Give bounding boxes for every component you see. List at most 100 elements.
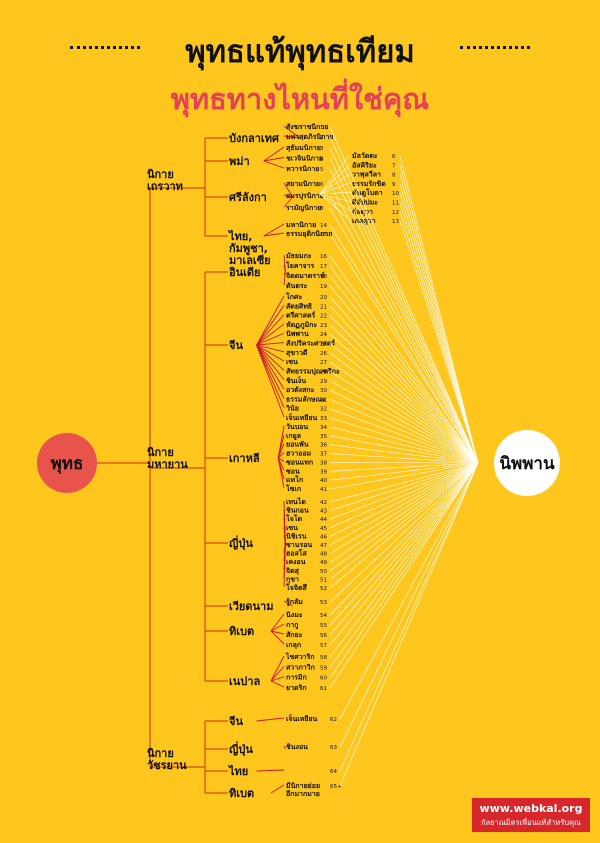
leaf-line — [283, 271, 286, 286]
sect-label: แทโก — [286, 475, 303, 484]
nirvana-link — [329, 462, 479, 563]
nirvana-link — [329, 334, 479, 464]
group-label: ไทย,กัมพูชา,มาเลเซีย — [227, 229, 271, 267]
nirvana-link — [329, 147, 479, 464]
sect-label: ธรรมลักษณะ — [286, 395, 326, 403]
leaf-line — [256, 323, 285, 346]
sect-label: สัทธรรมปุณฑริกะ — [286, 367, 340, 375]
sect-number: 46 — [320, 534, 327, 540]
group-label: ไทย — [227, 764, 248, 778]
sect-label: โกศะ — [285, 292, 302, 301]
sect-number: 52 — [320, 586, 327, 592]
sect-number: 27 — [320, 360, 327, 366]
sect-label: สัตยสิทธิ — [286, 302, 312, 310]
group-label: บังกลาเทศ — [229, 132, 280, 145]
nirvana-link — [329, 462, 479, 503]
leaf-line — [256, 769, 285, 772]
group-label: ทิเบต — [229, 787, 254, 800]
nirvana-link — [329, 408, 479, 464]
sri-lanka-sub-number: 11 — [392, 201, 399, 207]
leaf-line — [263, 223, 285, 237]
sect-label: สยามนิกาย — [286, 180, 320, 188]
sect-label: ตรีศาสตร์ — [286, 311, 315, 320]
nirvana-link — [399, 174, 479, 464]
title-dots-right — [460, 46, 530, 49]
leaf-line — [256, 314, 285, 346]
nirvana-link — [399, 165, 479, 464]
nirvana-link — [329, 462, 479, 626]
sect-number: 8 — [320, 206, 324, 212]
branch-label: นิกายมหายาน — [147, 446, 188, 471]
nirvana-link — [329, 275, 479, 464]
sub-link — [319, 193, 351, 212]
goal-circle — [494, 430, 560, 496]
nirvana-link — [329, 361, 479, 464]
group-label: ญี่ปุ่น — [229, 741, 253, 757]
nirvana-link — [329, 462, 479, 572]
sri-lanka-sub-number: 10 — [392, 191, 399, 197]
sect-number: 15 — [320, 232, 327, 238]
leaf-line — [283, 125, 301, 139]
website-badge[interactable]: www.webkal.org กัลยาณมิตรเพื่อนแท้สำหรับ… — [472, 798, 590, 832]
nirvana-link — [329, 195, 479, 464]
leaf-line — [277, 457, 285, 462]
sect-number: 33 — [320, 416, 327, 422]
leaf-line — [256, 344, 285, 390]
nirvana-link — [329, 417, 479, 464]
leaf-line — [283, 264, 286, 273]
sect-label: ทวารนิกาย — [286, 165, 319, 173]
group-label: ทิเบต — [229, 625, 254, 638]
leaf-line — [283, 600, 293, 607]
sect-label: สังปริคระศาสตร์ — [286, 339, 335, 348]
sect-label: ยอนพัน — [286, 441, 309, 449]
sect-label: เจ็นเหยียน — [286, 413, 317, 422]
sri-lanka-sub-number: 7 — [392, 163, 396, 169]
branch-label: นิกายเถรวาท — [147, 168, 183, 193]
nirvana-link — [329, 296, 479, 464]
nirvana-link — [329, 371, 479, 464]
nirvana-link — [329, 255, 479, 464]
nirvana-link — [329, 462, 479, 537]
nirvana-link — [329, 462, 479, 546]
sect-label: เคงอน — [286, 558, 306, 566]
sect-label: เกลุก — [286, 641, 301, 649]
leaf-line — [270, 613, 285, 632]
sect-number: 45 — [320, 526, 327, 532]
leaf-line — [270, 630, 285, 645]
sect-label: รามัญนิกาย — [286, 204, 321, 212]
leaf-line — [277, 434, 285, 459]
leaf-line — [283, 196, 293, 208]
sect-label: รู้กลัม — [286, 597, 303, 607]
website-url: www.webkal.org — [479, 802, 583, 815]
nirvana-link — [329, 389, 479, 464]
sect-number: 50 — [320, 569, 327, 575]
nirvana-link — [329, 343, 479, 464]
sect-number: 56 — [320, 633, 327, 639]
nirvana-link — [329, 352, 479, 464]
goal-label: นิพพาน — [499, 454, 555, 474]
page-subtitle: พุทธทางไหนที่ใช่คุณ — [170, 82, 430, 116]
sect-number: 53 — [320, 600, 327, 606]
leaf-line — [256, 344, 285, 408]
sri-lanka-sub-label: กัลดุวา — [352, 208, 373, 216]
sect-label: สุขาวดี — [286, 349, 308, 357]
leaf-line — [277, 452, 285, 459]
sect-number: 34 — [320, 425, 327, 431]
sect-number: 3 — [320, 146, 324, 152]
sect-number: 59 — [320, 665, 327, 671]
sect-label: อมรปุรนิกาย — [286, 192, 324, 200]
leaf-line — [283, 135, 300, 139]
sect-label: โซเก — [285, 484, 301, 493]
group-label: เวียดนาม — [229, 600, 273, 613]
sect-number: 19 — [320, 284, 327, 290]
sect-number: 36 — [320, 443, 327, 449]
sect-number: 57 — [320, 643, 327, 649]
page-title: พุทธแท้พุทธเทียม — [185, 34, 415, 70]
nirvana-link — [329, 207, 479, 464]
leaf-line — [270, 655, 285, 682]
sect-number: 42 — [320, 500, 327, 506]
sect-label: มัธยมกะ — [286, 252, 312, 260]
leaf-line — [256, 295, 285, 346]
nirvana-link — [329, 462, 479, 668]
